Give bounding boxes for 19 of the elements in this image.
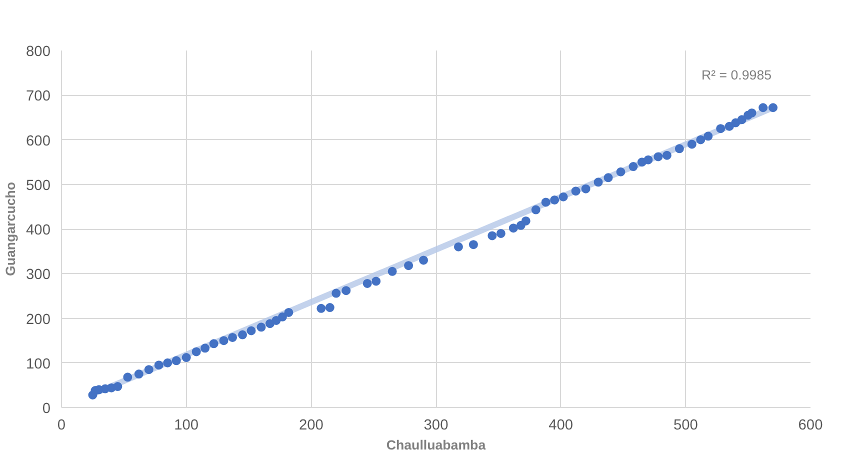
y-tick-label: 700 — [26, 88, 51, 105]
y-tick-label: 500 — [26, 178, 51, 194]
x-tick-label: 200 — [298, 418, 324, 434]
x-axis-title: Chaulluabamba — [386, 438, 486, 452]
x-tick-label: 600 — [798, 418, 823, 434]
y-tick-label: 100 — [26, 356, 51, 372]
y-tick-label: 300 — [26, 267, 51, 284]
annotation: R² = 0.9985 — [702, 68, 772, 82]
y-axis-title: Guangarcucho — [3, 182, 18, 276]
y-tick-label: 0 — [42, 401, 51, 417]
y-tick-label: 400 — [26, 222, 51, 238]
y-tick-label: 600 — [26, 133, 51, 150]
y-tick-label: 800 — [26, 44, 51, 60]
x-tick-label: 300 — [424, 418, 448, 434]
x-tick-label: 400 — [548, 418, 574, 434]
x-tick-label: 0 — [57, 418, 66, 434]
x-tick-label: 100 — [174, 418, 199, 434]
y-tick-label: 200 — [26, 312, 51, 328]
x-tick-label: 500 — [673, 418, 698, 434]
